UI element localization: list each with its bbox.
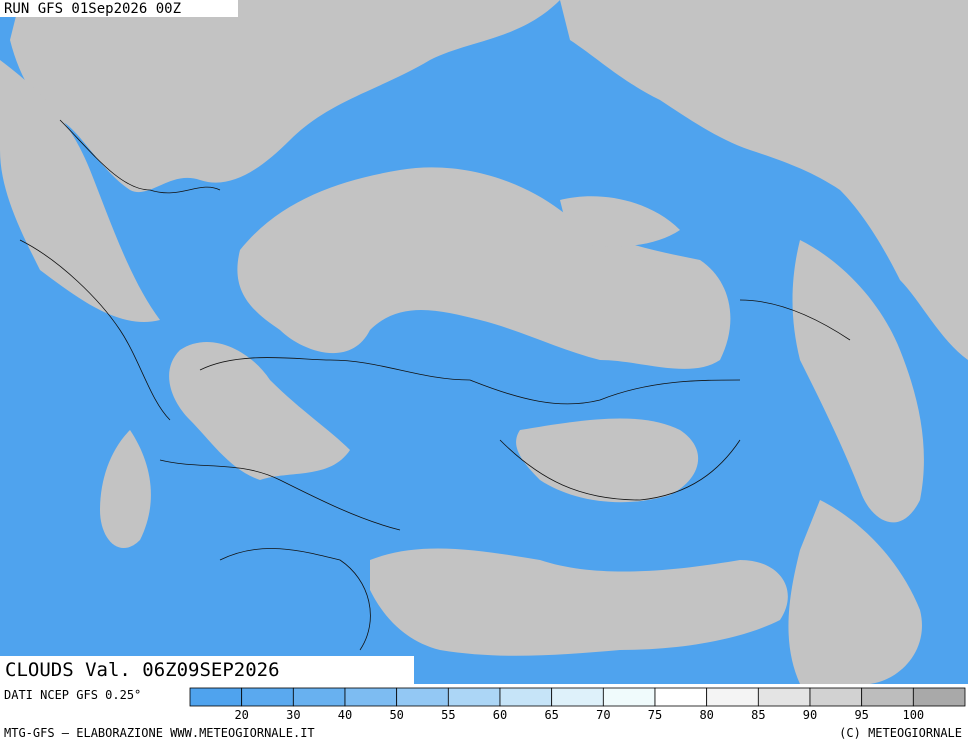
colorbar-box: [241, 687, 294, 707]
colorbar-label: 55: [441, 708, 455, 722]
colorbar-box: [912, 687, 966, 707]
colorbar-label: 50: [389, 708, 403, 722]
colorbar-label: 85: [751, 708, 765, 722]
colorbar-box: [292, 687, 346, 707]
colorbar-box: [654, 687, 708, 707]
colorbar-box: [447, 687, 501, 707]
colorbar-box: [706, 687, 759, 707]
colorbar-box: [344, 687, 398, 707]
run-label: RUN GFS 01Sep2026 00Z: [4, 1, 181, 17]
colorbar-label: 65: [544, 708, 558, 722]
footer-left: MTG-GFS — ELABORAZIONE WWW.METEOGIORNALE…: [4, 726, 315, 740]
colorbar-label: 95: [854, 708, 868, 722]
colorbar-box: [757, 687, 811, 707]
map: RUN GFS 01Sep2026 00Z CLOUDS Val. 06Z09S…: [0, 0, 968, 684]
map-title: CLOUDS Val. 06Z09SEP2026: [5, 659, 280, 681]
colorbar-box: [809, 687, 863, 707]
cloud-cover: [0, 0, 968, 684]
colorbar-label: 80: [699, 708, 713, 722]
run-box: [0, 0, 238, 17]
colorbar-box: [396, 687, 449, 707]
colorbar-label: 20: [234, 708, 248, 722]
colorbar-box: [861, 687, 914, 707]
colorbar-label: 40: [338, 708, 352, 722]
borders: [19, 119, 851, 651]
colorbar-label: 75: [648, 708, 662, 722]
title-box: [0, 656, 414, 684]
colorbar: 20 30 40 50 55 60 65 70 75 80 85 90 95 100: [189, 687, 966, 722]
footer-right: (C) METEOGIORNALE: [839, 726, 962, 740]
source-label: DATI NCEP GFS 0.25°: [4, 688, 141, 702]
colorbar-label: 70: [596, 708, 610, 722]
colorbar-label: 60: [493, 708, 507, 722]
colorbar-label: 90: [803, 708, 817, 722]
colorbar-box: [499, 687, 553, 707]
colorbar-box: [602, 687, 656, 707]
colorbar-label: 100: [902, 708, 924, 722]
colorbar-label: 30: [286, 708, 300, 722]
colorbar-box: [189, 687, 243, 707]
colorbar-box: [551, 687, 604, 707]
